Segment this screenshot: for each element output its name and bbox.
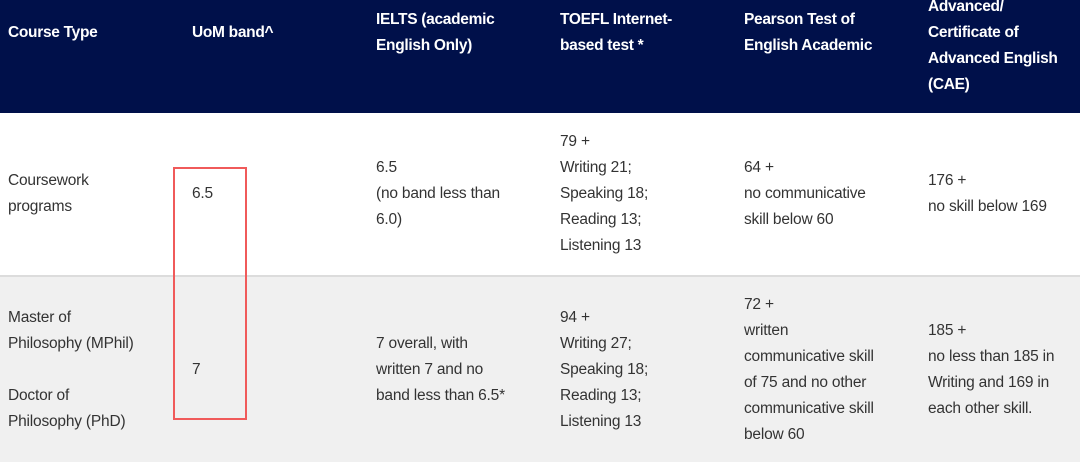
cell-text: Writing and 169 in <box>928 373 1050 391</box>
cell-text: 94 + <box>560 308 590 326</box>
cell-text: 79 + <box>560 133 590 150</box>
cell-text: 185 + <box>928 321 967 339</box>
cell-text: each other skill. <box>928 399 1033 417</box>
header-text: TOEFL Internet- <box>560 11 673 28</box>
cell-text: 7 overall, with <box>376 334 468 352</box>
cell-text: Doctor of <box>8 386 70 404</box>
header-cae: Advanced/Certificate of Advanced English (… <box>928 0 1058 98</box>
cell-text: Speaking 18; <box>560 360 649 378</box>
table-row: Master of Philosophy (MPhil) Doctor of Phil… <box>0 277 1080 462</box>
header-course-type: Course Type <box>8 20 98 46</box>
header-text: English Only) <box>376 37 472 54</box>
cell-pearson: 72 + written communicative skill of 75 and … <box>744 277 874 462</box>
header-pearson: Pearson Test of English Academic <box>744 7 872 59</box>
cell-text: (no band less than <box>376 185 500 202</box>
cell-course-type: Master of Philosophy (MPhil) Doctor of Phil… <box>8 277 134 462</box>
cell-text: no communicative <box>744 185 866 202</box>
cell-text: Philosophy (MPhil) <box>8 334 134 352</box>
cell-text: Reading 13; <box>560 211 642 228</box>
cell-text: 6.0) <box>376 211 402 228</box>
header-text: Certificate of <box>928 24 1019 41</box>
header-ielts: IELTS (academic English Only) <box>376 7 495 59</box>
header-uom-band: UoM band^ <box>192 20 274 46</box>
cell-uom-band: 6.5 <box>192 113 213 275</box>
cell-uom-band: 7 <box>192 277 201 462</box>
cell-text: below 60 <box>744 425 805 443</box>
cell-text: 176 + <box>928 172 967 189</box>
header-text: (CAE) <box>928 76 970 93</box>
header-text: Advanced/ <box>928 0 1004 15</box>
header-text: UoM band^ <box>192 24 274 41</box>
cell-cae: 176 + no skill below 169 <box>928 113 1047 275</box>
cell-text: Philosophy (PhD) <box>8 412 126 430</box>
cell-cae: 185 + no less than 185 in Writing and 169 … <box>928 277 1055 462</box>
header-text: English Academic <box>744 37 873 54</box>
cell-text: Listening 13 <box>560 412 642 430</box>
cell-text: communicative skill <box>744 399 874 417</box>
header-toefl: TOEFL Internet-based test * <box>560 7 672 59</box>
cell-text: Writing 21; <box>560 159 632 176</box>
cell-text: no skill below 169 <box>928 198 1047 215</box>
cell-text: programs <box>8 198 72 215</box>
cell-ielts: 6.5 (no band less than 6.0) <box>376 113 500 275</box>
cell-pearson: 64 + no communicative skill below 60 <box>744 113 866 275</box>
cell-text: no less than 185 in <box>928 347 1055 365</box>
cell-text: Coursework <box>8 172 89 189</box>
cell-course-type: Coursework programs <box>8 113 89 275</box>
cell-text: 6.5 <box>192 185 213 202</box>
table-row: Coursework programs 6.5 6.5 (no band less th… <box>0 113 1080 277</box>
cell-toefl: 79 + Writing 21; Speaking 18; Reading 13; Li… <box>560 113 648 275</box>
cell-text: 72 + <box>744 295 774 313</box>
cell-text: Listening 13 <box>560 237 642 254</box>
cell-text: 6.5 <box>376 159 397 176</box>
cell-text: Writing 27; <box>560 334 632 352</box>
cell-text: written <box>744 321 789 339</box>
header-text: based test * <box>560 37 644 54</box>
table-header: Course Type UoM band^ IELTS (academic Engli… <box>0 0 1080 113</box>
cell-text: Master of <box>8 308 71 326</box>
cell-text: 7 <box>192 360 201 378</box>
header-text: Course Type <box>8 24 98 41</box>
cell-text <box>8 357 134 383</box>
cell-text: communicative skill <box>744 347 874 365</box>
cell-text: Speaking 18; <box>560 185 649 202</box>
cell-text: Reading 13; <box>560 386 642 404</box>
header-text: Pearson Test of <box>744 11 855 28</box>
cell-text: band less than 6.5* <box>376 386 505 404</box>
cell-text: 64 + <box>744 159 774 176</box>
cell-ielts: 7 overall, with written 7 and no band less… <box>376 277 505 462</box>
header-text: Advanced English <box>928 50 1058 67</box>
cell-text: written 7 and no <box>376 360 484 378</box>
cell-toefl: 94 + Writing 27; Speaking 18; Reading 13; Li… <box>560 277 648 462</box>
cell-text: of 75 and no other <box>744 373 867 391</box>
cell-text: skill below 60 <box>744 211 834 228</box>
header-text: IELTS (academic <box>376 11 495 28</box>
